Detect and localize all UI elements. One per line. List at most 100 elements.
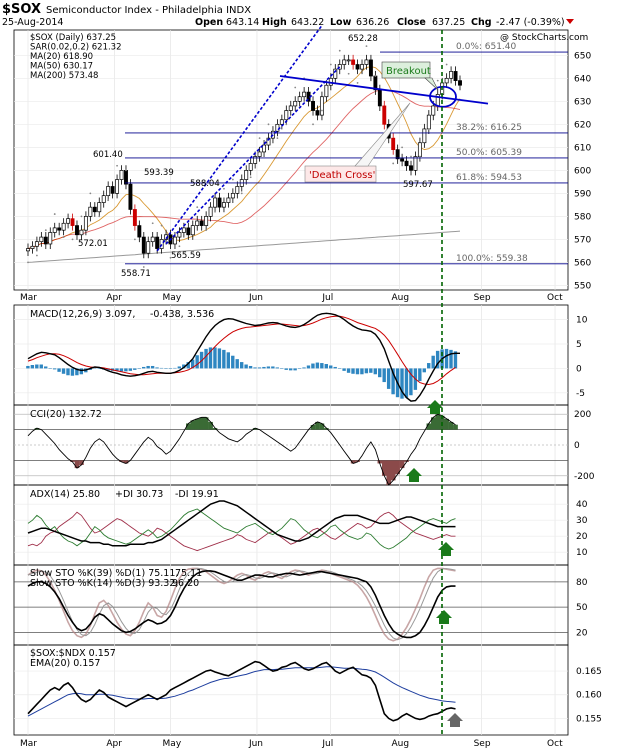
candle-body: [30, 245, 35, 249]
price-point-label: 652.28: [348, 34, 378, 44]
macd-histogram-bar: [97, 368, 101, 369]
macd-histogram-bar: [222, 349, 226, 369]
price-tick-label: 600: [574, 166, 591, 176]
candle-body: [368, 59, 373, 77]
candle-body: [297, 96, 302, 102]
macd-histogram-bar: [177, 366, 182, 369]
cci-overbought-fill: [319, 423, 325, 430]
candle-body: [97, 202, 102, 213]
candle-body: [150, 236, 155, 243]
price-point-label: 572.01: [78, 239, 108, 249]
candle-body: [333, 68, 338, 79]
cci-overbought-fill: [310, 425, 316, 430]
adx-tick-label: 10: [576, 548, 588, 558]
candle-body: [128, 183, 133, 210]
breakout-label: Breakout: [386, 66, 431, 77]
macd-histogram-bar: [204, 348, 208, 369]
sar-dot: [53, 213, 56, 215]
candle-body: [173, 236, 177, 245]
macd-histogram-bar: [79, 368, 84, 375]
sar-dot: [249, 176, 252, 179]
x-tick-label: Mar: [20, 739, 37, 749]
price-tick-label: 640: [574, 74, 591, 84]
price-tick-label: 610: [574, 143, 591, 153]
cci-oversold-fill: [350, 460, 356, 464]
downtrend-line: [279, 75, 489, 105]
candle-body: [324, 84, 329, 98]
macd-histogram-bar: [333, 366, 337, 369]
macd-histogram-bar: [360, 368, 364, 375]
price-tick-label: 590: [574, 189, 591, 199]
cci-oversold-fill: [123, 460, 129, 464]
cci-overbought-fill: [199, 417, 204, 430]
ratio-arrow-icon: [447, 713, 463, 727]
candle-body: [61, 222, 66, 231]
candle-body: [141, 236, 146, 254]
candle-body: [57, 227, 62, 231]
candle-body: [284, 110, 289, 121]
candle-body: [355, 64, 360, 70]
candle-body: [377, 89, 382, 107]
macd-histogram-bar: [253, 367, 257, 369]
macd-histogram-bar: [418, 368, 422, 382]
macd-histogram-bar: [141, 366, 146, 369]
fib-level-label: 38.2%: 616.25: [456, 123, 522, 133]
candle-body: [43, 236, 48, 245]
low-label: Low: [330, 17, 352, 28]
price-point-label: 565.59: [171, 251, 201, 261]
ma200-line: [27, 230, 461, 263]
candle-body: [360, 64, 364, 70]
macd-histogram-bar: [427, 363, 431, 369]
candle-body: [48, 232, 53, 245]
macd-histogram-bar: [346, 368, 351, 373]
ratio-tick-label: 0.155: [576, 714, 602, 724]
sar-dot: [98, 215, 101, 218]
macd-histogram-bar: [30, 365, 35, 369]
macd-histogram-bar: [93, 367, 97, 369]
cci-overbought-fill: [194, 418, 200, 430]
sar-dot: [427, 128, 430, 130]
x-tick-label: Jun: [248, 739, 263, 749]
cci-tick-label: -200: [574, 472, 595, 482]
stoch-tick-label: 80: [576, 578, 588, 588]
candle-body: [364, 59, 369, 65]
sar-dot: [89, 192, 92, 195]
macd-histogram-bar: [119, 368, 124, 372]
breakout-callout-pointer: [424, 77, 439, 91]
cci-oversold-fill: [74, 460, 80, 469]
ohlc-readout: Open 643.14 High 643.22 Low 636.26 Close…: [195, 17, 574, 28]
ratio-ema-line: [27, 666, 456, 717]
cci-oversold-fill: [390, 460, 396, 481]
macd-histogram-bar: [186, 362, 190, 369]
macd-histogram-bar: [342, 368, 346, 371]
sar-dot: [142, 266, 145, 268]
cci-line: [27, 413, 456, 486]
sar-dot: [44, 229, 47, 232]
cci-overbought-fill: [324, 428, 329, 430]
candle-body: [453, 71, 458, 81]
cci-overbought-fill: [203, 417, 209, 430]
macd-histogram-bar: [351, 368, 355, 374]
death-cross-pointer: [354, 102, 411, 167]
stoch-legend-entry: Slow STO %K(14) %D(3) 93.32,: [30, 578, 178, 589]
macd-histogram-bar: [369, 368, 373, 373]
stoch39-line: [27, 570, 456, 639]
candle-body: [34, 241, 39, 247]
cci-overbought-fill: [435, 414, 441, 430]
macd-histogram-bar: [275, 367, 280, 369]
candle-body: [190, 225, 195, 236]
price-panel: [13, 29, 569, 291]
price-tick-label: 620: [574, 120, 591, 130]
candle-body: [244, 170, 249, 180]
candle-body: [226, 197, 231, 203]
sar-dot: [267, 123, 270, 126]
candle-body: [235, 186, 240, 194]
x-tick-label: Aug: [392, 739, 410, 749]
open-label: Open: [195, 17, 223, 28]
price-tick-label: 630: [574, 97, 591, 107]
candle-body: [137, 225, 142, 238]
channel-upper-line: [156, 24, 323, 252]
sar-dot: [125, 169, 127, 172]
candle-body: [444, 77, 449, 84]
candle-body: [181, 227, 186, 233]
